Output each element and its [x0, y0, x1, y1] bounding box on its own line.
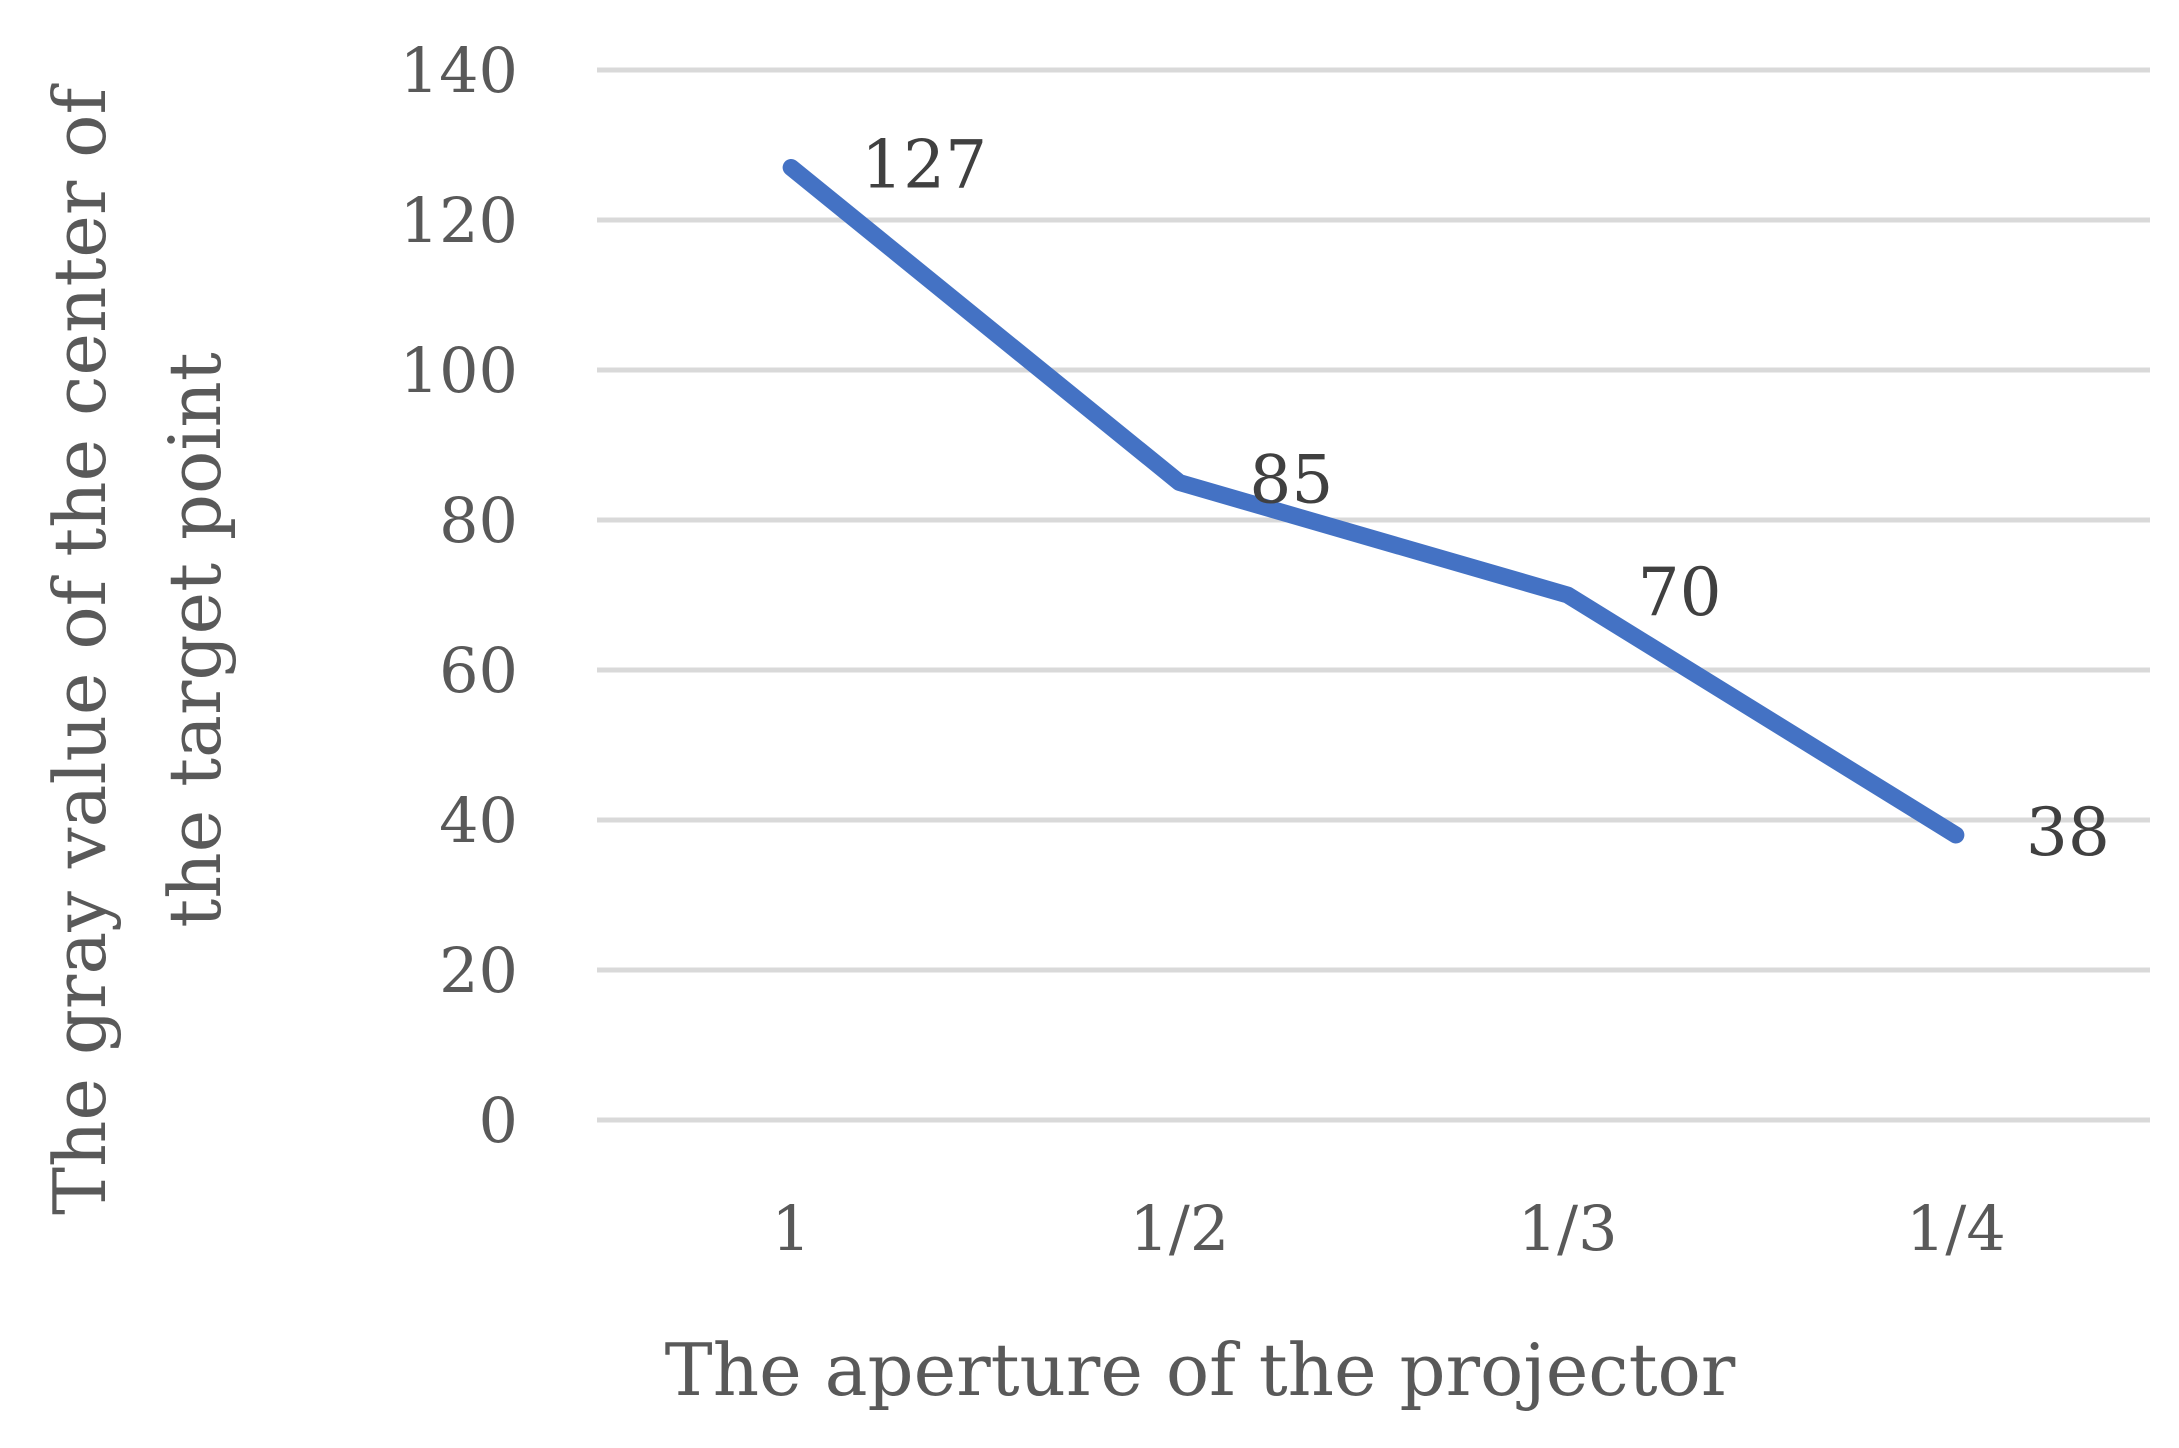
- y-tick-label: 60: [439, 634, 518, 707]
- y-tick-label: 20: [439, 934, 518, 1007]
- y-tick-label: 0: [479, 1084, 518, 1157]
- y-axis-ticks: 0 20 40 60 80 100 120 140: [400, 34, 518, 1157]
- data-point: [1178, 481, 1181, 484]
- y-tick-label: 40: [439, 784, 518, 857]
- data-point: [1566, 594, 1569, 596]
- x-tick-label: 1/2: [1129, 1192, 1229, 1265]
- gridlines: [597, 67, 2150, 1123]
- data-label: 38: [2026, 794, 2110, 871]
- y-tick-label: 120: [400, 184, 518, 257]
- data-labels: 127 85 70 38: [861, 127, 2110, 872]
- data-label: 127: [861, 127, 987, 204]
- x-axis-title: The aperture of the projector: [665, 1328, 1736, 1412]
- x-tick-label: 1/4: [1906, 1192, 2006, 1265]
- data-label: 70: [1638, 554, 1722, 631]
- y-tick-label: 140: [400, 34, 518, 107]
- data-label: 85: [1249, 442, 1333, 519]
- y-axis-title-line-2: the target point: [153, 352, 237, 927]
- series-lines: [782, 159, 1965, 844]
- x-tick-label: 1/3: [1518, 1192, 1618, 1265]
- x-tick-label: 1: [771, 1192, 810, 1265]
- y-axis-title: The gray value of the center of the targ…: [38, 65, 237, 1215]
- data-point: [1954, 834, 1957, 836]
- y-tick-label: 80: [439, 484, 518, 557]
- y-axis-title-line-1: The gray value of the center of: [38, 83, 122, 1215]
- x-axis-ticks: 1 1/2 1/3 1/4: [771, 1192, 2005, 1265]
- y-tick-label: 100: [400, 334, 518, 407]
- data-point: [790, 166, 793, 169]
- series-line: [782, 159, 1965, 844]
